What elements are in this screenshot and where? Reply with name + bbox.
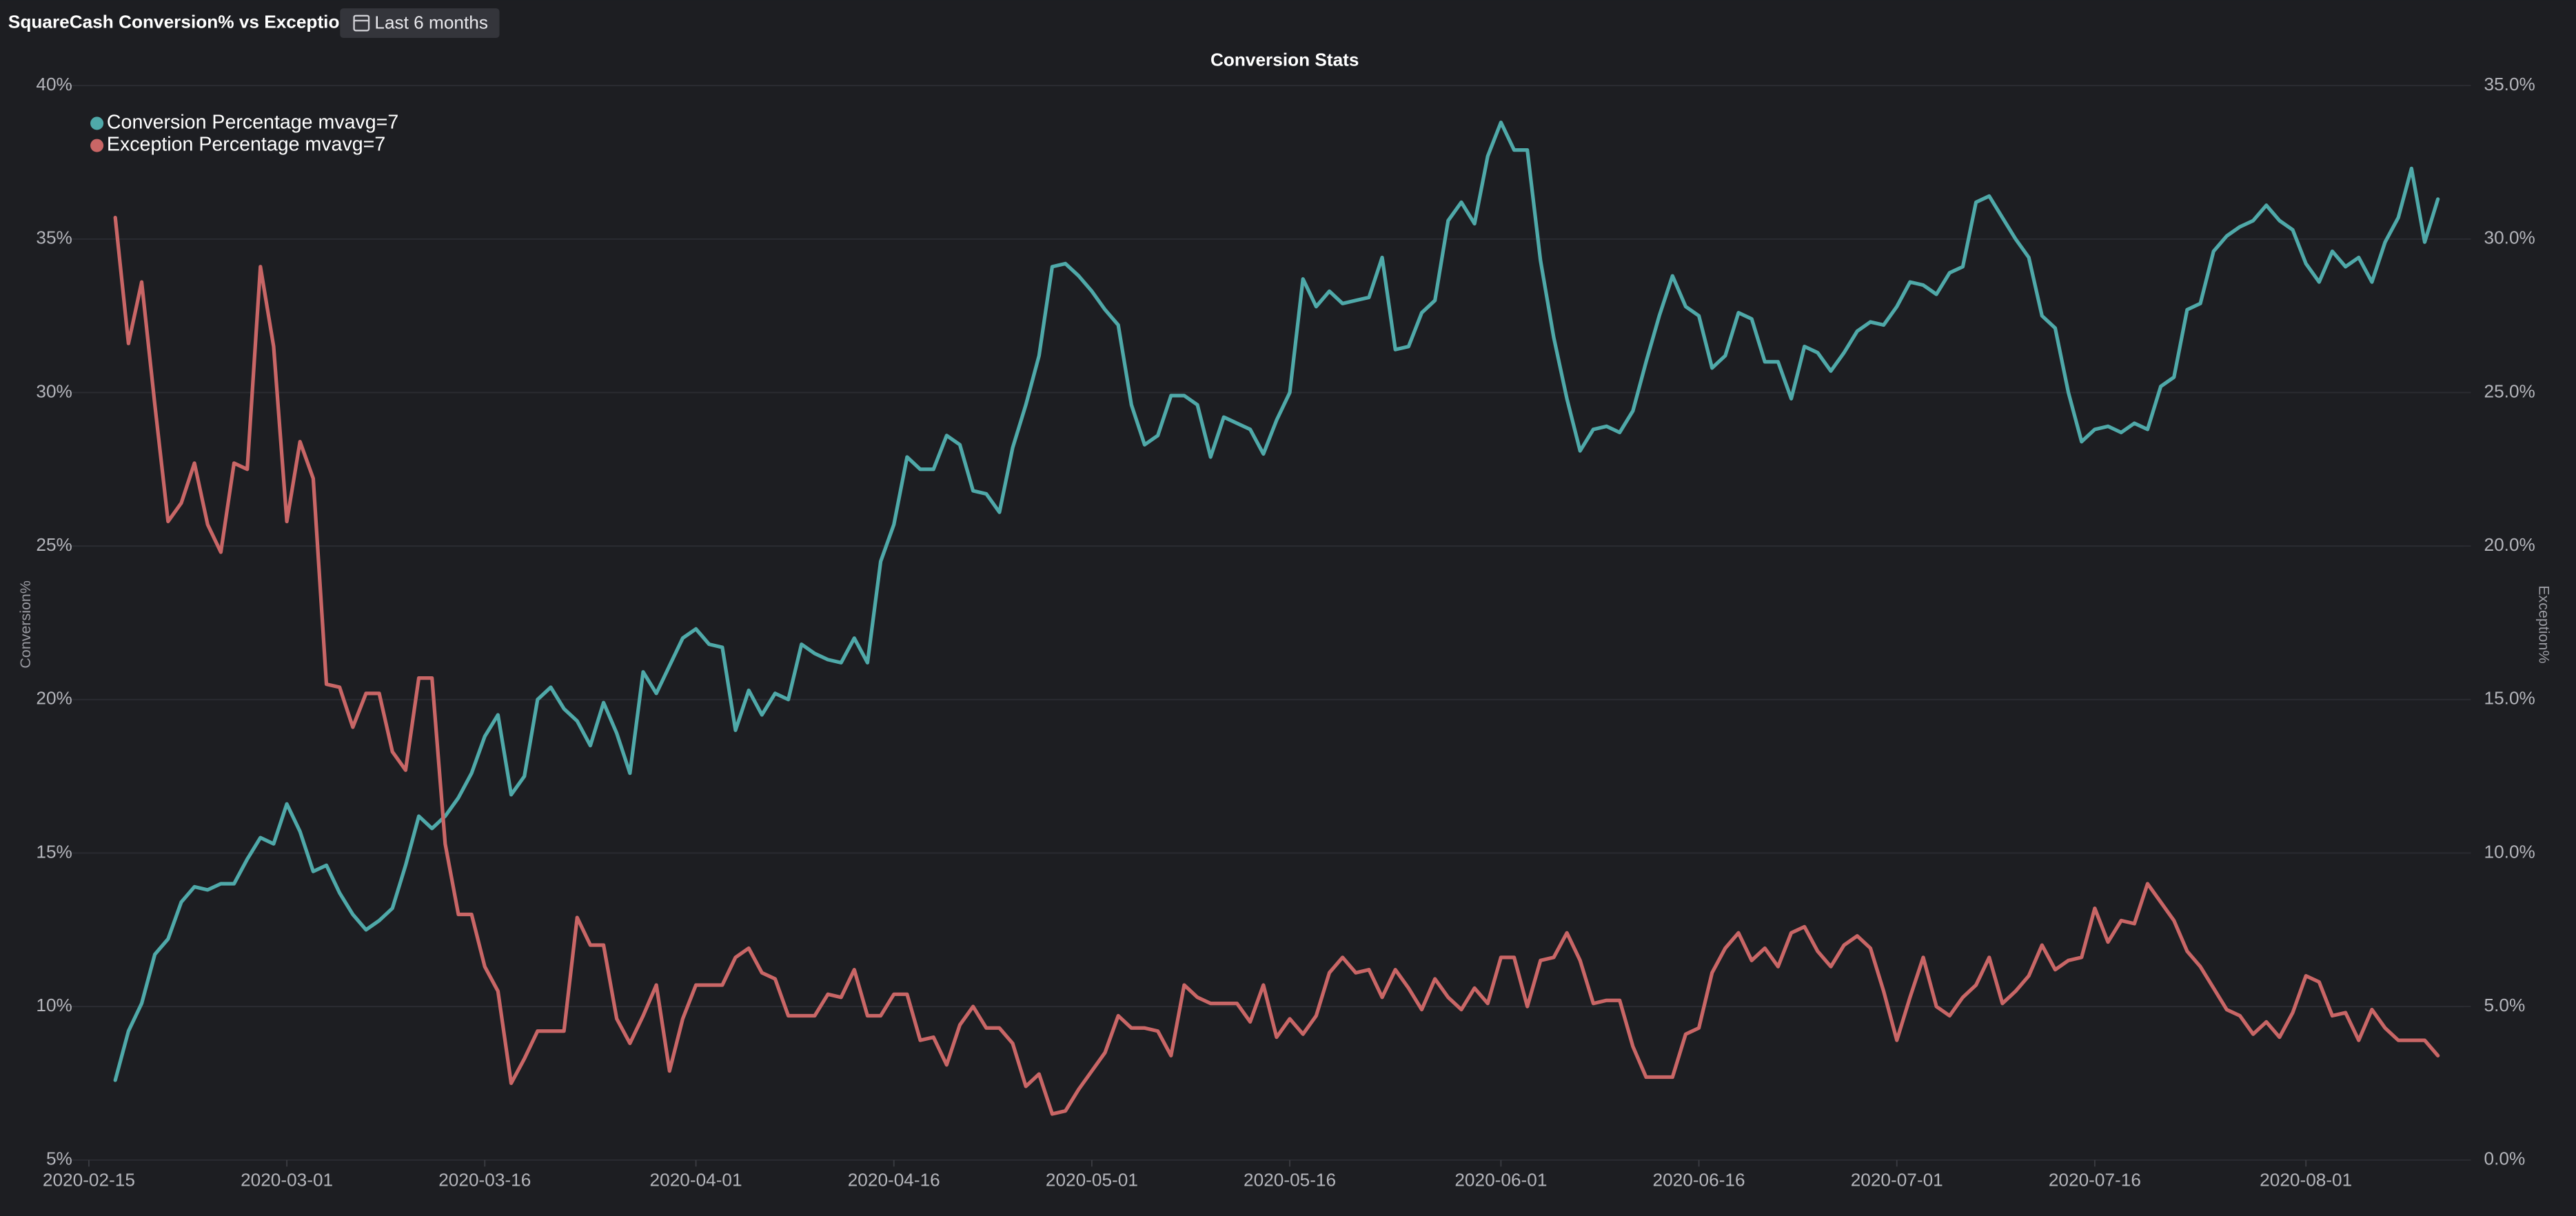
calendar-icon[interactable] xyxy=(353,14,370,32)
grid: 5% 10% 15% 20% 25% 30% 35% 40% 0.0% 5.0% 10.0% 15.0… xyxy=(36,74,2535,1190)
time-range-label[interactable]: Last 6 months xyxy=(374,12,488,33)
y-tick-label: 5% xyxy=(46,1148,72,1169)
x-tick-label: 2020-08-01 xyxy=(2260,1170,2352,1190)
chart-title: Conversion Stats xyxy=(1210,49,1359,70)
x-tick-label: 2020-03-16 xyxy=(438,1170,531,1190)
x-tick-label: 2020-07-01 xyxy=(1851,1170,1943,1190)
series-line xyxy=(113,120,2440,1082)
x-tick-label: 2020-05-16 xyxy=(1244,1170,1336,1190)
x-tick-label: 2020-04-16 xyxy=(848,1170,940,1190)
y-axis-label: Conversion% xyxy=(17,580,34,668)
y2-tick-label: 20.0% xyxy=(2484,534,2535,555)
y-tick-label: 30% xyxy=(36,381,72,401)
series-line xyxy=(113,215,2440,1116)
x-tick-label: 2020-06-01 xyxy=(1454,1170,1547,1190)
legend-marker xyxy=(90,139,104,152)
legend-marker xyxy=(90,116,104,130)
y-tick-label: 40% xyxy=(36,74,72,94)
y2-tick-label: 10.0% xyxy=(2484,841,2535,862)
x-tick-label: 2020-02-15 xyxy=(43,1170,135,1190)
y2-axis-label: Exception% xyxy=(2536,585,2553,663)
y-tick-label: 20% xyxy=(36,688,72,709)
time-range-button[interactable]: Last 6 months xyxy=(340,8,500,38)
y2-tick-label: 25.0% xyxy=(2484,381,2535,401)
y2-tick-label: 35.0% xyxy=(2484,74,2535,94)
x-tick-label: 2020-05-01 xyxy=(1046,1170,1138,1190)
button-bg[interactable] xyxy=(340,8,500,38)
y-tick-label: 25% xyxy=(36,534,72,555)
plot xyxy=(113,120,2440,1116)
y-tick-label: 35% xyxy=(36,227,72,248)
legend-label: Conversion Percentage mvavg=7 xyxy=(107,111,398,133)
panel-title: SquareCash Conversion% vs Exception% xyxy=(8,11,367,32)
x-tick-label: 2020-03-01 xyxy=(241,1170,333,1190)
x-tick-label: 2020-07-16 xyxy=(2049,1170,2141,1190)
y2-tick-label: 30.0% xyxy=(2484,227,2535,248)
y2-tick-label: 15.0% xyxy=(2484,688,2535,709)
x-tick-label: 2020-04-01 xyxy=(650,1170,742,1190)
y-tick-label: 15% xyxy=(36,841,72,862)
y2-tick-label: 0.0% xyxy=(2484,1148,2526,1169)
legend-label: Exception Percentage mvavg=7 xyxy=(107,134,385,156)
x-tick-label: 2020-06-16 xyxy=(1653,1170,1745,1190)
y2-tick-label: 5.0% xyxy=(2484,995,2526,1015)
y-tick-label: 10% xyxy=(36,995,72,1015)
